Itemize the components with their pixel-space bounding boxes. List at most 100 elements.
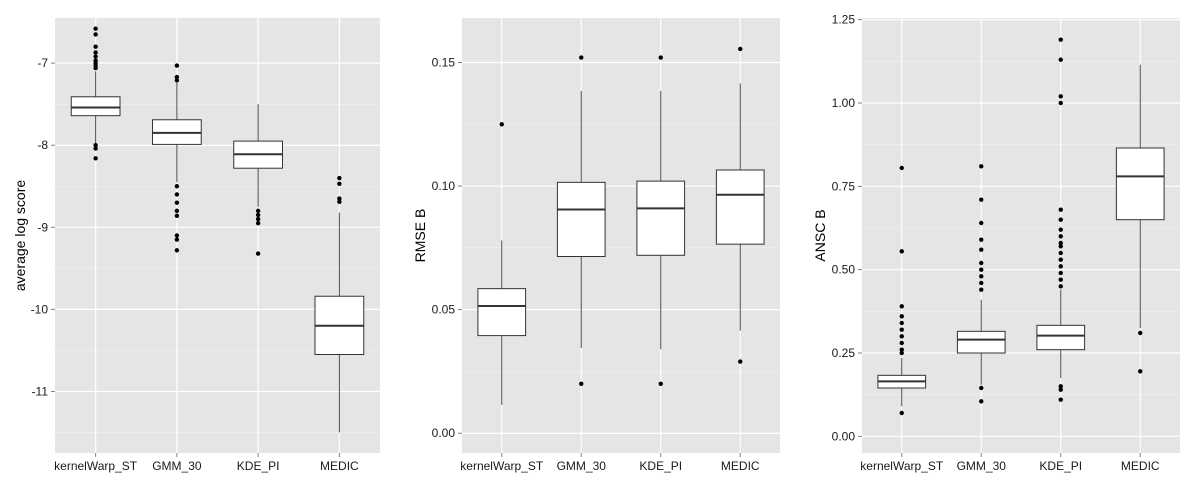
outlier-point xyxy=(174,78,180,83)
outlier-point xyxy=(93,32,98,37)
panel-background xyxy=(55,18,380,453)
outlier-point xyxy=(979,287,984,292)
y-tick-label: 1.25 xyxy=(832,13,856,27)
box-iqr xyxy=(956,330,1006,354)
outlier-point xyxy=(899,327,904,332)
outlier-point xyxy=(899,314,904,319)
outlier-point xyxy=(1058,100,1063,106)
box-iqr xyxy=(477,288,527,337)
outlier-point xyxy=(1058,284,1063,289)
panel-3: 0.00 0.25 0.50 0.75 1.00 1.25 kernelWarp_ST GMM… xyxy=(812,13,1180,473)
outlier-point xyxy=(979,260,984,266)
x-tick-label: kernelWarp_ST xyxy=(54,459,138,473)
outlier-point xyxy=(899,165,904,171)
outlier-point xyxy=(899,249,904,254)
outlier-point xyxy=(899,410,904,416)
outlier-point xyxy=(337,181,342,186)
outlier-point xyxy=(1138,369,1143,374)
x-tick-label: KDE_PI xyxy=(639,459,682,473)
box-iqr xyxy=(556,181,606,258)
outlier-point xyxy=(979,247,984,252)
outlier-point xyxy=(1058,234,1063,239)
x-tick-label: MEDIC xyxy=(1121,459,1160,473)
outlier-point xyxy=(174,233,180,238)
y-axis-title: RMSE B xyxy=(412,209,428,263)
box-kernelWarp_ST xyxy=(70,26,121,161)
box-MEDIC xyxy=(314,175,365,433)
outlier-point xyxy=(337,175,342,181)
outlier-point xyxy=(255,208,261,214)
outlier-point xyxy=(579,381,584,386)
outlier-point xyxy=(93,54,98,59)
outlier-point xyxy=(738,46,743,52)
x-tick-label: kernelWarp_ST xyxy=(860,459,944,473)
box-kernelWarp_ST xyxy=(877,165,927,416)
outlier-point xyxy=(1058,277,1063,282)
outlier-point xyxy=(255,251,261,256)
y-tick-label: 0.50 xyxy=(832,263,856,277)
y-tick-label: -7 xyxy=(37,56,48,70)
outlier-point xyxy=(174,192,180,197)
y-tick-label: 0.10 xyxy=(432,179,456,193)
outlier-point xyxy=(979,399,984,404)
x-tick-label: GMM_30 xyxy=(957,459,1007,473)
box-GMM_30 xyxy=(152,63,202,253)
outlier-point xyxy=(93,26,98,31)
y-tick-label: -8 xyxy=(37,138,48,152)
y-axis-title: average log score xyxy=(12,180,28,292)
y-tick-label: 0.00 xyxy=(832,429,856,443)
y-tick-label: 0.05 xyxy=(432,303,456,317)
outlier-point xyxy=(1058,227,1063,232)
outlier-point xyxy=(738,359,743,364)
y-tick-label: -11 xyxy=(32,384,49,398)
box-iqr xyxy=(1036,324,1086,351)
outlier-point xyxy=(979,220,984,226)
box-iqr xyxy=(636,180,686,256)
outlier-point xyxy=(899,320,904,326)
outlier-point xyxy=(899,347,904,352)
outlier-point xyxy=(255,216,261,222)
outlier-point xyxy=(1058,397,1063,402)
box-GMM_30 xyxy=(956,164,1006,404)
outlier-point xyxy=(979,197,984,202)
y-axis-title: ANSC B xyxy=(812,209,828,261)
outlier-point xyxy=(1058,240,1063,246)
x-tick-label: KDE_PI xyxy=(237,459,280,473)
outlier-point xyxy=(174,213,180,219)
outlier-point xyxy=(899,340,904,346)
y-tick-label: -9 xyxy=(37,220,48,234)
outlier-point xyxy=(979,164,984,169)
panel-1: -7 -8 -9 -10 -11 kernelWarp_ST GMM_30 KDE_PI MED… xyxy=(12,18,380,473)
outlier-point xyxy=(174,63,180,68)
outlier-point xyxy=(255,220,261,226)
outlier-point xyxy=(1058,217,1063,222)
x-tick-label: MEDIC xyxy=(320,459,359,473)
outlier-point xyxy=(93,50,98,55)
outlier-point xyxy=(1058,250,1063,256)
box-KDE_PI xyxy=(636,55,686,386)
box-iqr xyxy=(70,96,121,117)
outlier-point xyxy=(979,237,984,242)
box-kernelWarp_ST xyxy=(477,122,527,405)
y-tick-label: 0.75 xyxy=(832,179,856,193)
box-KDE_PI xyxy=(233,104,283,256)
outlier-point xyxy=(658,381,663,386)
outlier-point xyxy=(899,350,904,356)
outlier-point xyxy=(174,248,180,253)
outlier-point xyxy=(93,44,98,49)
outlier-point xyxy=(979,274,984,279)
box-MEDIC xyxy=(715,46,765,364)
y-tick-label: 0.25 xyxy=(832,346,856,360)
box-KDE_PI xyxy=(1036,37,1086,402)
outlier-point xyxy=(979,385,984,391)
outlier-point xyxy=(1058,94,1063,99)
y-tick-label: 0.15 xyxy=(432,55,456,69)
outlier-point xyxy=(979,267,984,272)
outlier-point xyxy=(93,146,98,151)
outlier-point xyxy=(1138,330,1143,336)
outlier-point xyxy=(174,184,180,189)
y-tick-label: 0.00 xyxy=(432,426,456,440)
outlier-point xyxy=(1058,244,1063,249)
outlier-point xyxy=(93,143,98,148)
